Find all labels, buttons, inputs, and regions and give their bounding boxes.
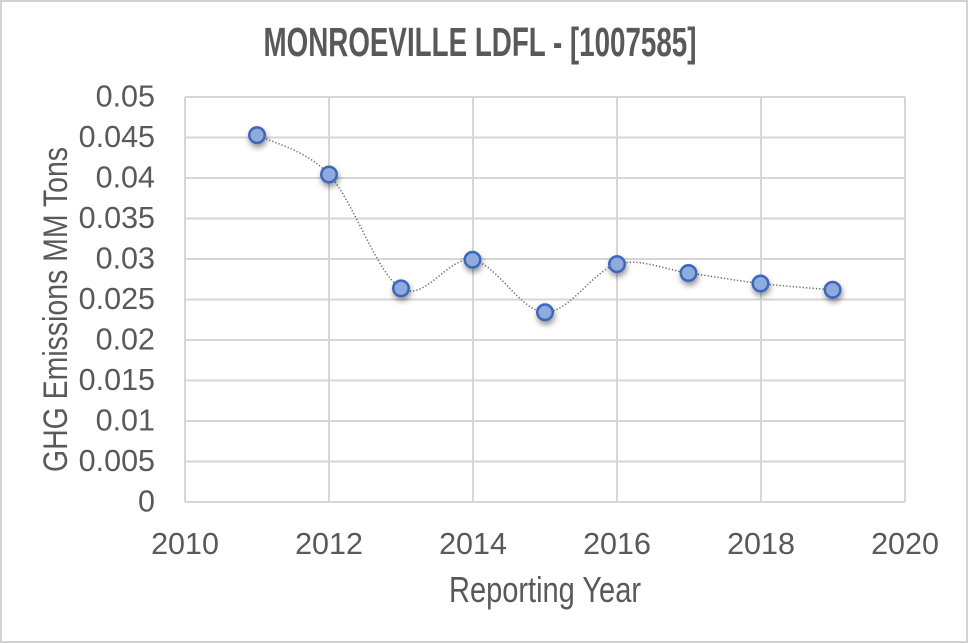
svg-text:MONROEVILLE LDFL - [1007585]: MONROEVILLE LDFL - [1007585]	[264, 19, 697, 65]
svg-text:0.005: 0.005	[79, 444, 155, 478]
svg-text:0: 0	[138, 485, 155, 519]
svg-text:2010: 2010	[151, 527, 219, 561]
svg-text:0.01: 0.01	[96, 404, 155, 438]
svg-text:2016: 2016	[583, 527, 651, 561]
svg-text:0.02: 0.02	[96, 323, 155, 357]
svg-text:0.05: 0.05	[96, 80, 155, 114]
svg-text:0.045: 0.045	[79, 120, 155, 154]
svg-text:GHG Emissions MM Tons: GHG Emissions MM Tons	[37, 147, 75, 472]
svg-text:Reporting Year: Reporting Year	[449, 569, 641, 610]
svg-text:0.025: 0.025	[79, 282, 155, 316]
svg-text:2020: 2020	[871, 527, 939, 561]
svg-text:2018: 2018	[727, 527, 795, 561]
svg-text:2014: 2014	[439, 527, 507, 561]
svg-text:0.03: 0.03	[96, 242, 155, 276]
svg-text:0.04: 0.04	[96, 161, 155, 195]
svg-text:0.035: 0.035	[79, 201, 155, 235]
svg-text:2012: 2012	[295, 527, 363, 561]
svg-text:0.015: 0.015	[79, 363, 155, 397]
